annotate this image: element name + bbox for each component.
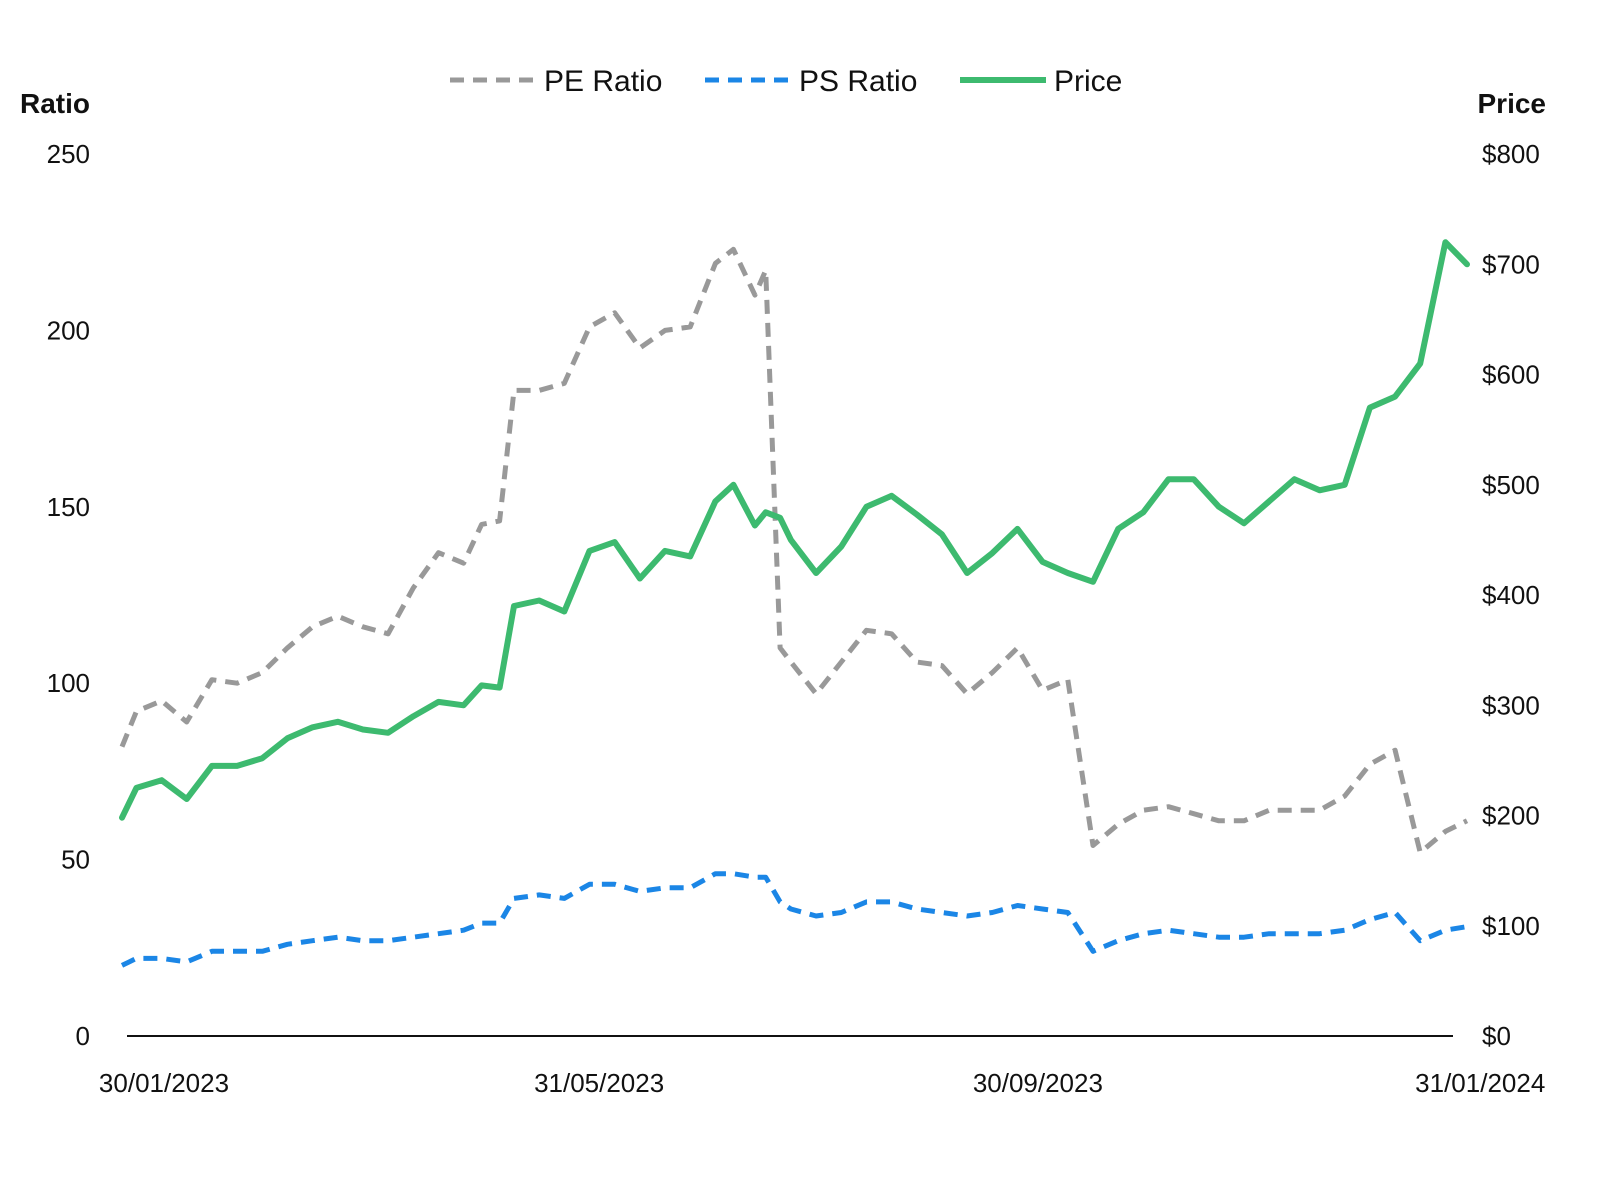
right-tick-label: $800: [1482, 139, 1540, 169]
series-line-price: [119, 239, 1470, 821]
left-axis-ticks: 0 50 100 150 200 250: [47, 139, 90, 1051]
left-axis-title: Ratio: [20, 88, 90, 119]
right-tick-label: $300: [1482, 690, 1540, 720]
left-tick-label: 200: [47, 315, 90, 345]
left-tick-label: 100: [47, 668, 90, 698]
left-tick-label: 0: [76, 1021, 90, 1051]
legend-label: PE Ratio: [544, 65, 662, 98]
left-tick-label: 50: [61, 845, 90, 875]
legend: PE Ratio PS Ratio Price: [450, 65, 1122, 98]
right-tick-label: $400: [1482, 580, 1540, 610]
right-axis-ticks: $0 $100 $200 $300 $400 $500 $600 $700 $800: [1482, 139, 1540, 1051]
legend-label: PS Ratio: [799, 65, 917, 98]
right-tick-label: $0: [1482, 1021, 1511, 1051]
legend-label: Price: [1054, 65, 1122, 98]
right-tick-label: $700: [1482, 249, 1540, 279]
series-line-ps-ratio: [120, 871, 1468, 968]
x-tick-label: 30/01/2023: [99, 1068, 229, 1098]
x-tick-label: 31/05/2023: [534, 1068, 664, 1098]
x-tick-label: 30/09/2023: [973, 1068, 1103, 1098]
right-tick-label: $100: [1482, 911, 1540, 941]
right-tick-label: $200: [1482, 801, 1540, 831]
x-axis-ticks: 30/01/2023 31/05/2023 30/09/2023 31/01/2024: [99, 1068, 1545, 1098]
right-axis-title: Price: [1478, 88, 1547, 119]
series-layer: [119, 239, 1470, 968]
right-tick-label: $600: [1482, 360, 1540, 390]
x-tick-label: 31/01/2024: [1415, 1068, 1545, 1098]
right-tick-label: $500: [1482, 470, 1540, 500]
left-tick-label: 150: [47, 492, 90, 522]
left-tick-label: 250: [47, 139, 90, 169]
series-line-pe-ratio: [119, 246, 1469, 855]
